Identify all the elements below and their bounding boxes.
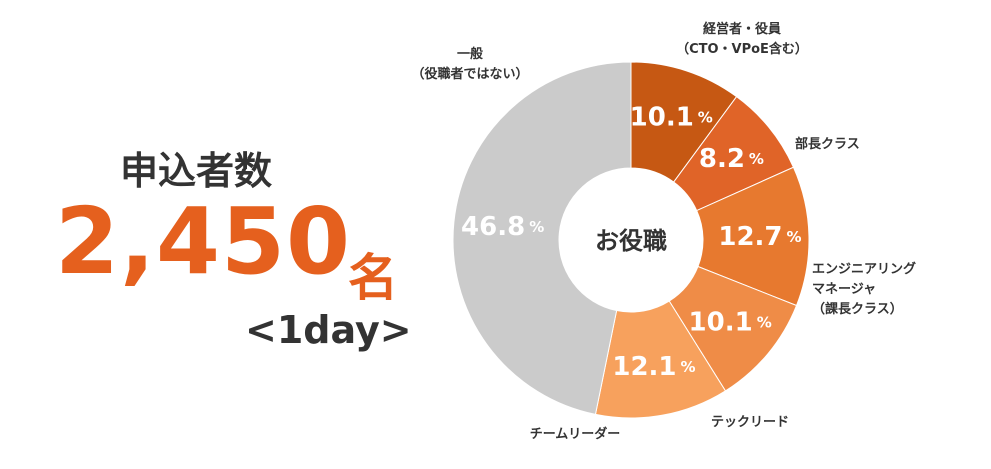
value-number: 12.1 xyxy=(612,351,676,381)
value-number: 46.8 xyxy=(461,212,525,242)
slice-name: 一般 （役職者ではない） xyxy=(411,47,529,82)
value-number: 10.1 xyxy=(689,307,753,337)
headline-period: <1day> xyxy=(245,308,412,352)
headline-unit: 名 xyxy=(348,249,398,307)
value-label: 46.8% xyxy=(461,212,544,242)
value-unit: % xyxy=(529,218,544,236)
slice-name: テックリード xyxy=(710,415,789,430)
value-number: 10.1 xyxy=(630,102,694,132)
value-unit: % xyxy=(681,357,696,375)
value-label: 12.1% xyxy=(612,351,695,381)
slice-name: 部長クラス xyxy=(795,137,860,152)
slice-name: 経営者・役員 （CTO・VPoE含む） xyxy=(676,22,808,57)
value-label: 12.7% xyxy=(718,222,801,252)
value-unit: % xyxy=(757,313,772,331)
value-unit: % xyxy=(698,108,713,126)
value-number: 12.7 xyxy=(718,222,782,252)
headline-label: 申込者数 xyxy=(120,149,273,193)
value-label: 10.1% xyxy=(689,307,772,337)
slice xyxy=(452,61,632,416)
value-unit: % xyxy=(787,228,802,246)
center-label: お役職 xyxy=(595,227,667,255)
donut-hole xyxy=(559,168,703,312)
value-number: 8.2 xyxy=(699,144,745,174)
value-unit: % xyxy=(749,150,764,168)
slice-name: チームリーダー xyxy=(529,427,621,442)
headline-count: 2,450 xyxy=(55,188,352,295)
slice-name: エンジニアリング マネージャ （課長クラス） xyxy=(812,262,917,317)
value-label: 8.2% xyxy=(699,144,764,174)
value-label: 10.1% xyxy=(630,102,713,132)
